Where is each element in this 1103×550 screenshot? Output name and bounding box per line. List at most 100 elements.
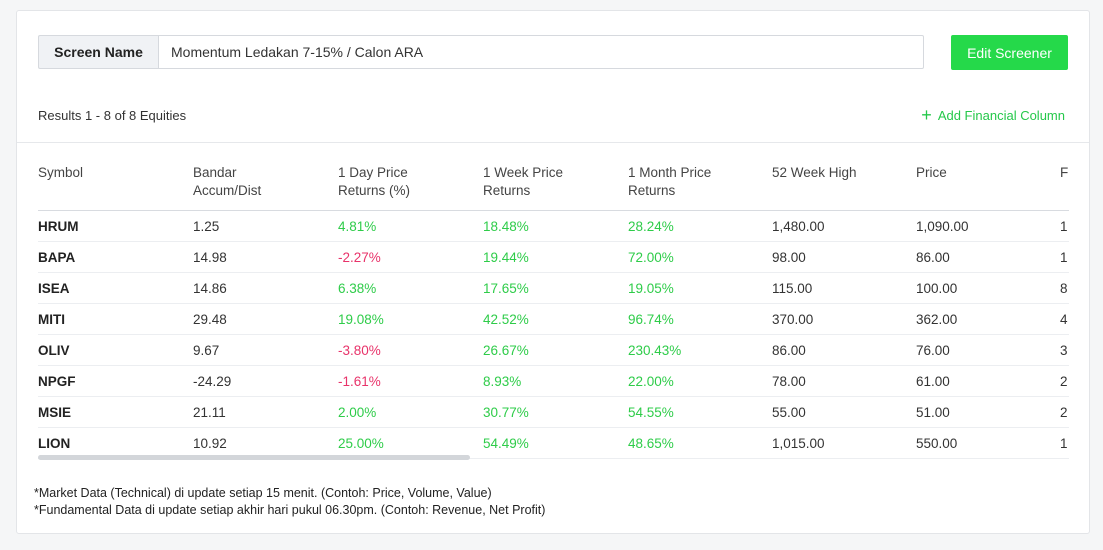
table-cell-bandar: 10.92 — [193, 427, 338, 459]
table-cell-price: 550.00 — [916, 427, 1060, 459]
footnote-fundamental-data: *Fundamental Data di update setiap akhir… — [34, 503, 546, 517]
table-cell-symbol[interactable]: LION — [38, 427, 193, 459]
column-header-line: F — [1060, 165, 1069, 180]
column-header-line: Price — [916, 165, 947, 180]
column-header-line: Returns (%) — [338, 183, 411, 198]
screen-name-field[interactable]: Momentum Ledakan 7-15% / Calon ARA — [158, 35, 924, 69]
table-cell-f: 2 — [1060, 365, 1069, 397]
table-row[interactable]: NPGF -24.29 -1.61% 8.93% 22.00% 78.00 61.00 2 — [38, 365, 1069, 397]
screener-card: Screen Name Momentum Ledakan 7-15% / Cal… — [16, 10, 1090, 534]
table-cell-symbol[interactable]: BAPA — [38, 241, 193, 273]
table-cell-f: 4 — [1060, 303, 1069, 335]
column-header-line: 1 Month Price — [628, 165, 712, 180]
table-cell-price: 86.00 — [916, 241, 1060, 273]
table-cell-month: 19.05% — [628, 272, 772, 304]
column-header-line: Symbol — [38, 165, 84, 180]
table-cell-symbol[interactable]: HRUM — [38, 210, 193, 242]
table-cell-day: -2.27% — [338, 241, 483, 273]
column-header[interactable]: 1 Month Price Returns — [628, 142, 772, 211]
table-cell-high52: 115.00 — [772, 272, 916, 304]
screen-name-label: Screen Name — [38, 35, 158, 69]
table-cell-f: 3 — [1060, 334, 1069, 366]
table-cell-high52: 370.00 — [772, 303, 916, 335]
table-cell-month: 28.24% — [628, 210, 772, 242]
table-cell-symbol[interactable]: MSIE — [38, 396, 193, 428]
footnotes: *Market Data (Technical) di update setia… — [34, 485, 545, 519]
horizontal-scrollbar[interactable] — [38, 455, 470, 460]
table-cell-price: 100.00 — [916, 272, 1060, 304]
results-table-container[interactable]: Symbol Bandar Accum/Dist 1 Day Price Returns… — [38, 142, 1069, 462]
table-cell-high52: 1,015.00 — [772, 427, 916, 459]
table-cell-week: 26.67% — [483, 334, 628, 366]
table-cell-month: 72.00% — [628, 241, 772, 273]
column-header[interactable]: Price — [916, 142, 1060, 211]
table-row[interactable]: BAPA 14.98 -2.27% 19.44% 72.00% 98.00 86.00 1 — [38, 241, 1069, 273]
table-cell-day: -1.61% — [338, 365, 483, 397]
table-cell-day: -3.80% — [338, 334, 483, 366]
table-cell-bandar: 14.98 — [193, 241, 338, 273]
screen-name-row: Screen Name Momentum Ledakan 7-15% / Cal… — [38, 35, 924, 71]
column-header[interactable]: 52 Week High — [772, 142, 916, 211]
table-cell-price: 51.00 — [916, 396, 1060, 428]
edit-screener-button[interactable]: Edit Screener — [951, 35, 1068, 70]
table-cell-symbol[interactable]: MITI — [38, 303, 193, 335]
column-header-line: Returns — [483, 183, 531, 198]
table-cell-month: 96.74% — [628, 303, 772, 335]
table-row[interactable]: OLIV 9.67 -3.80% 26.67% 230.43% 86.00 76.00 3 — [38, 334, 1069, 366]
table-cell-week: 54.49% — [483, 427, 628, 459]
table-header-row: Symbol Bandar Accum/Dist 1 Day Price Returns… — [38, 142, 1069, 211]
table-cell-day: 19.08% — [338, 303, 483, 335]
table-cell-week: 30.77% — [483, 396, 628, 428]
table-cell-symbol[interactable]: NPGF — [38, 365, 193, 397]
table-cell-day: 2.00% — [338, 396, 483, 428]
results-count: Results 1 - 8 of 8 Equities — [38, 108, 187, 123]
table-cell-week: 8.93% — [483, 365, 628, 397]
results-table: Symbol Bandar Accum/Dist 1 Day Price Returns… — [38, 142, 1069, 459]
table-cell-week: 19.44% — [483, 241, 628, 273]
table-cell-f: 1 — [1060, 210, 1069, 242]
column-header-line: Returns — [628, 183, 676, 198]
table-cell-f: 1 — [1060, 427, 1069, 459]
table-cell-bandar: 29.48 — [193, 303, 338, 335]
footnote-market-data: *Market Data (Technical) di update setia… — [34, 486, 492, 500]
table-cell-bandar: 14.86 — [193, 272, 338, 304]
table-cell-day: 25.00% — [338, 427, 483, 459]
table-cell-symbol[interactable]: OLIV — [38, 334, 193, 366]
table-cell-month: 54.55% — [628, 396, 772, 428]
add-financial-column-label: Add Financial Column — [937, 108, 1065, 123]
table-cell-month: 22.00% — [628, 365, 772, 397]
column-header-line: Accum/Dist — [193, 183, 262, 198]
column-header[interactable]: F — [1060, 142, 1069, 211]
table-body: HRUM 1.25 4.81% 18.48% 28.24% 1,480.00 1,090.0… — [38, 210, 1069, 459]
table-cell-bandar: 21.11 — [193, 396, 338, 428]
column-header[interactable]: 1 Day Price Returns (%) — [338, 142, 483, 211]
table-cell-week: 42.52% — [483, 303, 628, 335]
table-cell-price: 76.00 — [916, 334, 1060, 366]
column-header-line: 1 Week Price — [483, 165, 564, 180]
table-cell-month: 230.43% — [628, 334, 772, 366]
table-row[interactable]: MITI 29.48 19.08% 42.52% 96.74% 370.00 362.00 4 — [38, 303, 1069, 335]
table-cell-week: 18.48% — [483, 210, 628, 242]
table-cell-high52: 98.00 — [772, 241, 916, 273]
table-cell-f: 2 — [1060, 396, 1069, 428]
plus-icon: + — [921, 105, 932, 125]
table-row[interactable]: HRUM 1.25 4.81% 18.48% 28.24% 1,480.00 1,090.0… — [38, 210, 1069, 242]
table-row[interactable]: ISEA 14.86 6.38% 17.65% 19.05% 115.00 100.00 8 — [38, 272, 1069, 304]
table-cell-day: 6.38% — [338, 272, 483, 304]
table-cell-high52: 86.00 — [772, 334, 916, 366]
add-financial-column-link[interactable]: + Add Financial Column — [921, 105, 1065, 125]
table-cell-bandar: -24.29 — [193, 365, 338, 397]
table-row[interactable]: LION 10.92 25.00% 54.49% 48.65% 1,015.00 550.0… — [38, 427, 1069, 459]
table-cell-month: 48.65% — [628, 427, 772, 459]
table-cell-bandar: 9.67 — [193, 334, 338, 366]
column-header-line: 52 Week High — [772, 165, 857, 180]
column-header[interactable]: Symbol — [38, 142, 193, 211]
column-header-line: 1 Day Price — [338, 165, 408, 180]
table-cell-f: 1 — [1060, 241, 1069, 273]
table-row[interactable]: MSIE 21.11 2.00% 30.77% 54.55% 55.00 51.00 2 — [38, 396, 1069, 428]
column-header[interactable]: 1 Week Price Returns — [483, 142, 628, 211]
table-cell-symbol[interactable]: ISEA — [38, 272, 193, 304]
table-cell-price: 61.00 — [916, 365, 1060, 397]
column-header[interactable]: Bandar Accum/Dist — [193, 142, 338, 211]
table-cell-week: 17.65% — [483, 272, 628, 304]
